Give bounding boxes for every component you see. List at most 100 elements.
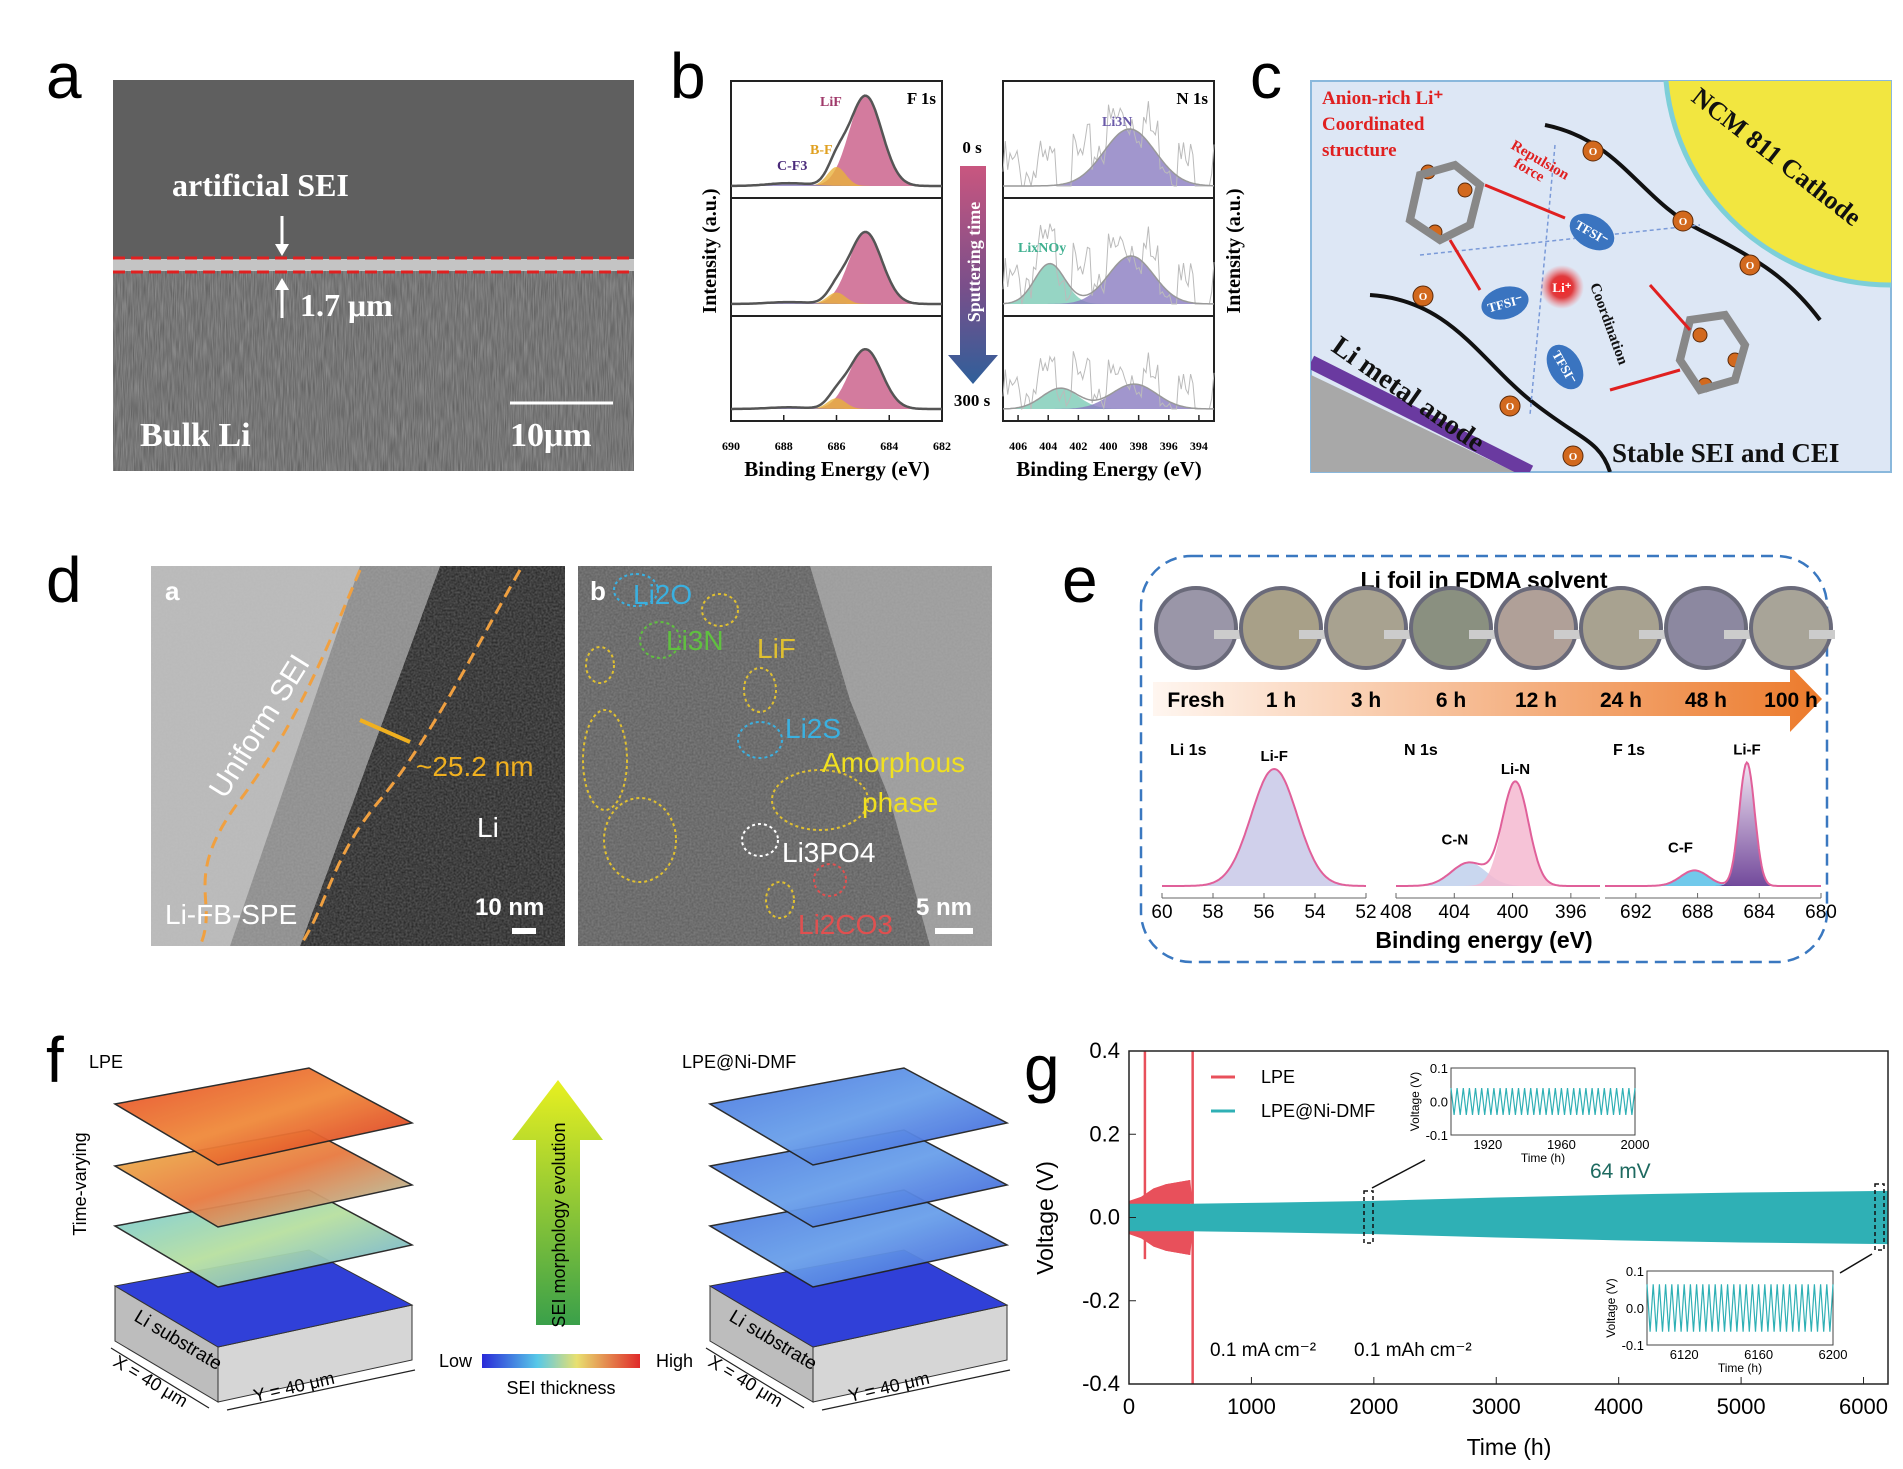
- cf3-label: C-F3: [777, 159, 807, 174]
- x-tick-label: 60: [1151, 902, 1172, 923]
- scale-bar-label: 10μm: [510, 417, 592, 454]
- x-dimension-arrow: [705, 1347, 805, 1409]
- peak-b-f: [731, 292, 942, 304]
- inset-frame: [1646, 1270, 1834, 1346]
- raw-spectrum-line: [730, 230, 942, 306]
- 64mv-annotation: 64 mV: [1590, 1160, 1651, 1183]
- phase-li3po4: Li3PO4: [782, 837, 875, 868]
- time-varying-label: Time-varying: [70, 1132, 90, 1235]
- foil-tab: [1639, 630, 1665, 639]
- phase-li2co3: Li2CO3: [798, 909, 893, 940]
- panel-label-d: d: [46, 544, 82, 616]
- raw-spectrum-line: [731, 347, 942, 411]
- legend-lpe-ni-dmf-label: LPE@Ni-DMF: [1261, 1101, 1375, 1121]
- schematic-title-2: Coordinated: [1322, 114, 1425, 135]
- panel-f: LPE LPE@Ni-DMF Time-varying Li substrate…: [70, 1052, 1011, 1411]
- li-foil-photo: [1664, 586, 1748, 670]
- time-label: 100 h: [1764, 689, 1818, 712]
- foil-tab: [1384, 630, 1410, 639]
- morphology-evolution-label: SEI morphology evolution: [549, 1122, 569, 1327]
- oxygen-atom: [1692, 327, 1708, 343]
- x-axis-label: Time (h): [1467, 1434, 1552, 1460]
- panel-e-xlabel: Binding energy (eV): [1375, 927, 1592, 953]
- tem-image-a: a Uniform SEI ~25.2 nm Li Li-FB-SPE 10 n…: [151, 566, 565, 947]
- schematic-title-3: structure: [1322, 140, 1397, 161]
- peak-lif: [731, 95, 942, 186]
- oxygen-atom: [1562, 445, 1584, 467]
- crown-ether-left: [1405, 160, 1485, 245]
- inset-pointer: [1371, 1159, 1426, 1189]
- x-tick-label: 686: [828, 439, 846, 453]
- anode-shape: [1311, 375, 1515, 472]
- li-foil-photo: [1749, 586, 1833, 670]
- envelope-line: [1396, 780, 1600, 887]
- oxygen-label: O: [1746, 260, 1755, 272]
- envelope-line: [1605, 760, 1821, 887]
- peak-lixnoy: [1003, 263, 1214, 304]
- inset-voltage-trace: [1646, 1284, 1834, 1332]
- inset-y-tick-label: 0.0: [1430, 1095, 1448, 1110]
- dashed-frame: [1139, 554, 1829, 964]
- spectrum-title: N 1s: [1404, 742, 1438, 759]
- peak-b-f: [731, 398, 942, 409]
- y-tick-label: 0.4: [1089, 1038, 1120, 1063]
- lpe-voltage-trace-upper: [1129, 1180, 1193, 1204]
- y-tick-label: -0.2: [1082, 1288, 1120, 1313]
- sei-thickness: 1.7 μm: [300, 287, 393, 323]
- x-tick-label: 400: [1100, 439, 1118, 453]
- peak-c-n: [1396, 862, 1600, 886]
- n1s-ylabel: Intensity (a.u.): [1223, 188, 1245, 313]
- lpe-ni-dmf-voltage-trace: [1129, 1190, 1888, 1245]
- sei-layer-lpe: [112, 1067, 415, 1166]
- y-dimension-arrow: [226, 1369, 416, 1411]
- time-end-label: 300 s: [954, 391, 991, 410]
- cathode-shape: [1663, 81, 1891, 288]
- inset-y-label: Voltage (V): [1604, 1278, 1618, 1337]
- morphology-evolution-arrow: [512, 1080, 603, 1325]
- peak-li-f: [1605, 762, 1821, 886]
- li-foil-photo: [1494, 586, 1578, 670]
- time-start-label: 0 s: [962, 138, 982, 157]
- tfsi-anion: [1569, 213, 1615, 251]
- li-label: Li: [477, 812, 499, 843]
- x-tick-label: 2000: [1349, 1394, 1398, 1419]
- inset-y-tick-label: -0.1: [1622, 1338, 1644, 1353]
- inset-y-tick-label: 0.1: [1430, 1061, 1448, 1076]
- foil-tab: [1469, 630, 1495, 639]
- n1s-xlabel: Binding Energy (eV): [1016, 457, 1202, 481]
- crown-ether-right: [1675, 310, 1750, 395]
- tfsi-anion: [1481, 286, 1529, 320]
- li-foil-photo: [1239, 586, 1323, 670]
- x-tick-label: 3000: [1472, 1394, 1521, 1419]
- x-tick-label: 688: [1682, 902, 1714, 923]
- sei-annotation: artificial SEI: [172, 167, 349, 203]
- colorbar-low-label: Low: [439, 1351, 473, 1371]
- x-tick-label: 1000: [1227, 1394, 1276, 1419]
- oxygen-label: O: [1419, 291, 1428, 303]
- inset-x-tick-label: 1920: [1473, 1137, 1502, 1152]
- oxygen-label: O: [1506, 401, 1515, 413]
- x-tick-label: 680: [1805, 902, 1837, 923]
- x-tick-label: 54: [1304, 902, 1326, 923]
- x-dimension-arrow: [110, 1347, 210, 1409]
- panel-b-xps-depth-profile: 690 688 686 684 682 406 404 402 400 398 396 394 F 1…: [699, 80, 1245, 481]
- x-tick-label: 684: [1743, 902, 1775, 923]
- peak-lixnoy: [1003, 388, 1214, 409]
- scale-bar-label: 5 nm: [916, 894, 972, 921]
- spectrum-title: Li 1s: [1170, 742, 1207, 759]
- sei-thickness-colorbar: [482, 1354, 640, 1368]
- envelope-line: [1162, 767, 1366, 887]
- polymer-chain: [1369, 293, 1612, 472]
- foil-tab: [1809, 630, 1835, 639]
- panel-e: Li foil in FDMA solvent Fresh 1 h 3 h 6 h 12…: [1139, 554, 1837, 964]
- x-tick-label: 4000: [1594, 1394, 1643, 1419]
- li-foil-photo: [1154, 586, 1238, 670]
- phase-li2o: Li2O: [633, 579, 692, 610]
- phase-lif: LiF: [757, 633, 796, 664]
- raw-spectrum-line: [1002, 101, 1215, 187]
- panel-g-voltage-profile: 0 1000 2000 3000 4000 5000 6000 0.4 0.2 0.0 -0.2 -0…: [1032, 1038, 1889, 1460]
- time-label: 3 h: [1351, 689, 1381, 712]
- x-tick-label: 396: [1160, 439, 1178, 453]
